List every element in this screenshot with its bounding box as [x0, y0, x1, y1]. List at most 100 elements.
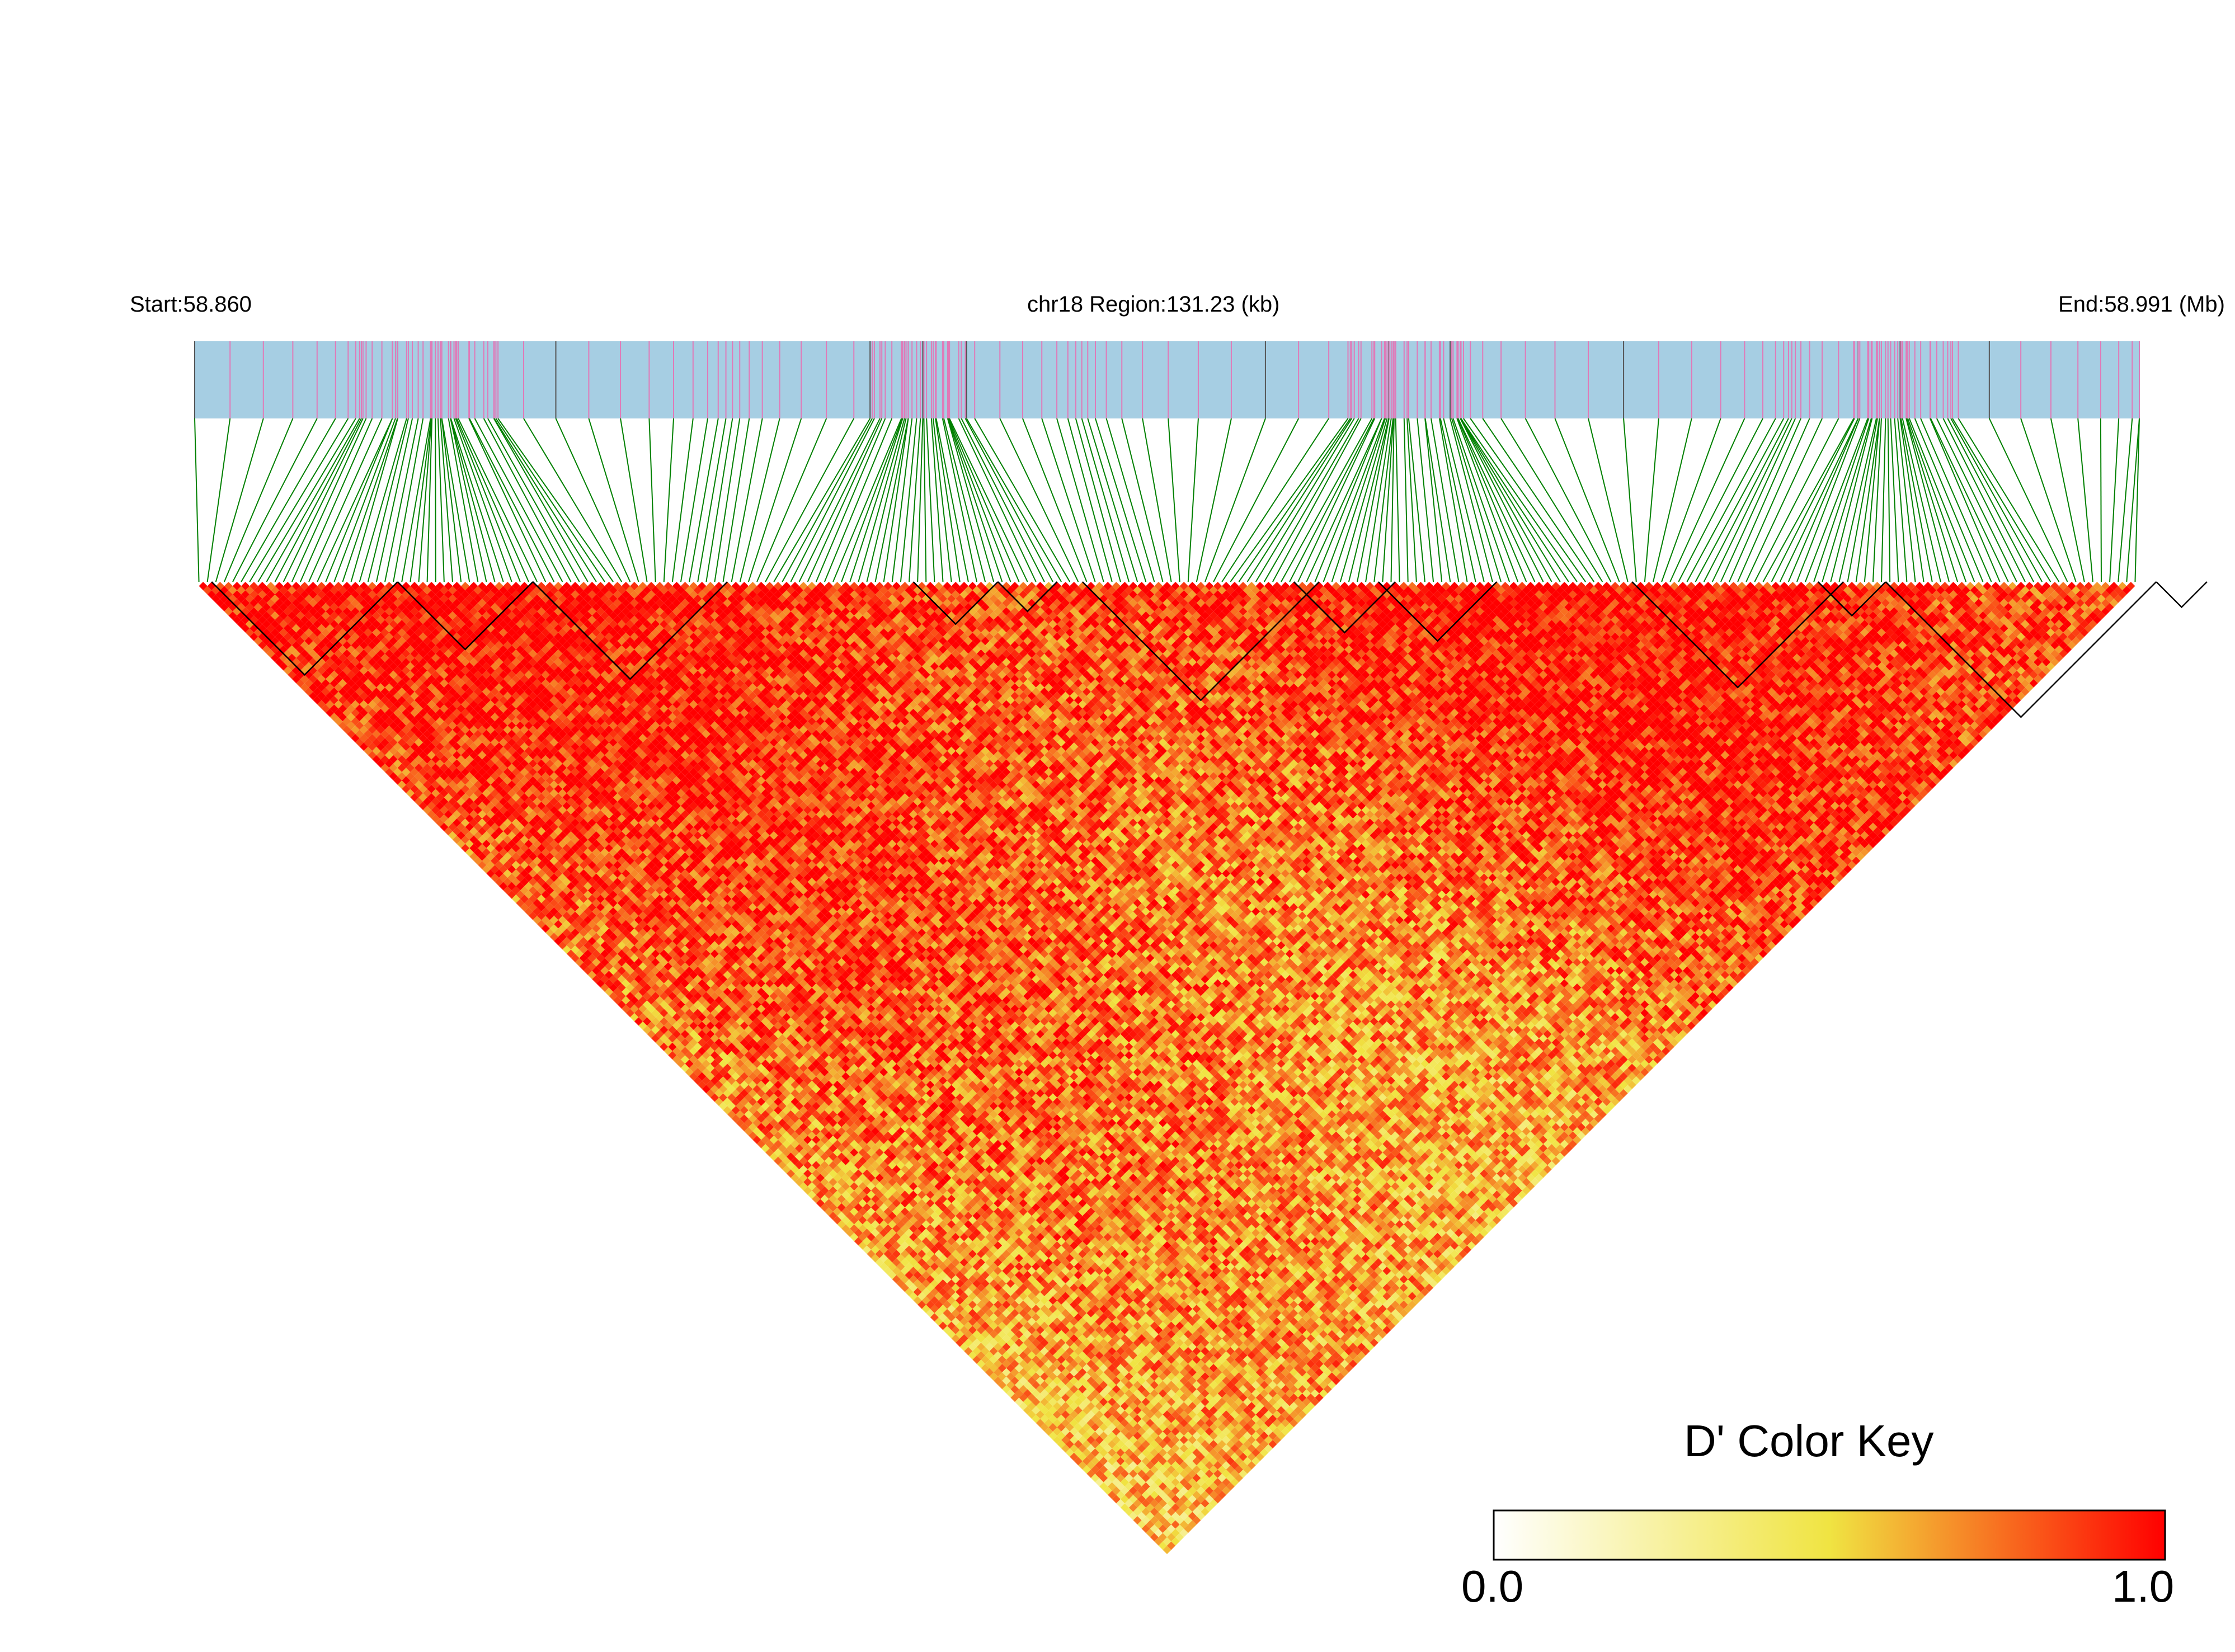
snp-connector	[484, 418, 571, 582]
snp-connector	[672, 418, 693, 582]
snp-connector	[867, 418, 906, 582]
snp-connector	[1290, 418, 1374, 582]
snp-connector-lines	[195, 418, 2139, 582]
snp-connector	[808, 418, 882, 582]
snp-connector	[1903, 418, 1941, 582]
snp-connector	[1417, 418, 1433, 582]
snp-connector	[967, 418, 1061, 582]
snp-connector	[1407, 418, 1417, 582]
snp-connector	[1425, 418, 1442, 582]
snp-connector	[833, 418, 901, 582]
snp-connector	[706, 418, 732, 582]
snp-connector	[1881, 418, 1885, 582]
snp-connector	[1797, 418, 1860, 582]
snp-connector	[1754, 418, 1838, 582]
snp-connector	[765, 418, 854, 582]
ld-heatmap-cells	[199, 582, 2135, 1554]
snp-connector	[258, 418, 356, 582]
snp-connector	[494, 418, 596, 582]
snp-connector	[1460, 418, 1543, 582]
snp-connector	[250, 418, 348, 582]
snp-connector	[1464, 418, 1577, 582]
snp-connector	[457, 418, 529, 582]
snp-position-track	[195, 341, 2139, 418]
snp-connector	[791, 418, 874, 582]
snp-connector	[740, 418, 780, 582]
snp-connector	[1425, 418, 1451, 582]
snp-connector	[1461, 418, 1560, 582]
snp-connector	[1588, 418, 1628, 582]
snp-connector	[1839, 418, 1876, 582]
snp-connector	[1452, 418, 1501, 582]
snp-connector	[1057, 418, 1104, 582]
snp-connector	[1441, 418, 1476, 582]
snp-connector	[1439, 418, 1467, 582]
snp-connector	[933, 418, 952, 582]
snp-connector	[1814, 418, 1869, 582]
snp-connector	[664, 418, 674, 582]
snp-connector	[524, 418, 622, 582]
snp-connector	[1450, 418, 1493, 582]
snp-connector	[458, 418, 537, 582]
snp-connector	[451, 418, 504, 582]
snp-connector	[2110, 418, 2119, 582]
snp-connector	[224, 418, 293, 582]
snp-connector	[799, 418, 880, 582]
snp-connector	[1959, 418, 2059, 582]
snp-connector	[1907, 418, 1958, 582]
snp-connector	[1856, 418, 1880, 582]
snp-connector	[233, 418, 317, 582]
snp-connector	[216, 418, 264, 582]
snp-connector	[1704, 418, 1789, 582]
snp-connector	[1763, 418, 1853, 582]
snp-connector	[1443, 418, 1484, 582]
snp-connector	[438, 418, 444, 582]
snp-connector	[1653, 418, 1692, 582]
snp-connector	[2118, 418, 2132, 582]
snp-connector	[360, 418, 407, 582]
snp-connector	[556, 418, 630, 582]
snp-connector	[620, 418, 647, 582]
snp-connector	[757, 418, 826, 582]
snp-connector	[1645, 418, 1659, 582]
snp-connector	[1461, 418, 1568, 582]
snp-connector	[208, 418, 230, 582]
snp-connector	[1888, 418, 1890, 582]
snp-connector	[1349, 418, 1389, 582]
snp-connector	[1453, 418, 1509, 582]
snp-connector	[1230, 418, 1348, 582]
snp-connector	[1095, 418, 1146, 582]
snp-connector	[1042, 418, 1095, 582]
snp-connector	[1366, 418, 1391, 582]
snp-connector	[749, 418, 801, 582]
snp-connector	[1396, 418, 1400, 582]
snp-connector	[1624, 418, 1636, 582]
snp-connector	[1409, 418, 1425, 582]
snp-connector	[1168, 418, 1179, 582]
snp-connector	[195, 418, 199, 582]
snp-connector	[2078, 418, 2093, 582]
snp-connector	[1324, 418, 1385, 582]
snp-connector	[402, 418, 430, 582]
snp-connector	[698, 418, 726, 582]
snp-connector	[1712, 418, 1792, 582]
snp-connector	[1000, 418, 1078, 582]
snp-connector	[1848, 418, 1878, 582]
snp-connector	[774, 418, 870, 582]
snp-connector	[924, 418, 926, 582]
snp-connector	[1404, 418, 1408, 582]
snp-connector	[1890, 418, 1898, 582]
snp-connector	[334, 418, 396, 582]
snp-connector	[1431, 418, 1458, 582]
snp-connector	[1900, 418, 1923, 582]
snp-connector	[1458, 418, 1535, 582]
snp-connector	[1670, 418, 1744, 582]
snp-connector	[1687, 418, 1775, 582]
snp-connector	[1188, 418, 1198, 582]
snp-connector	[1947, 418, 2034, 582]
snp-connector	[1222, 418, 1329, 582]
snp-connector	[435, 418, 436, 582]
snp-connector	[393, 418, 423, 582]
snp-connector	[649, 418, 655, 582]
